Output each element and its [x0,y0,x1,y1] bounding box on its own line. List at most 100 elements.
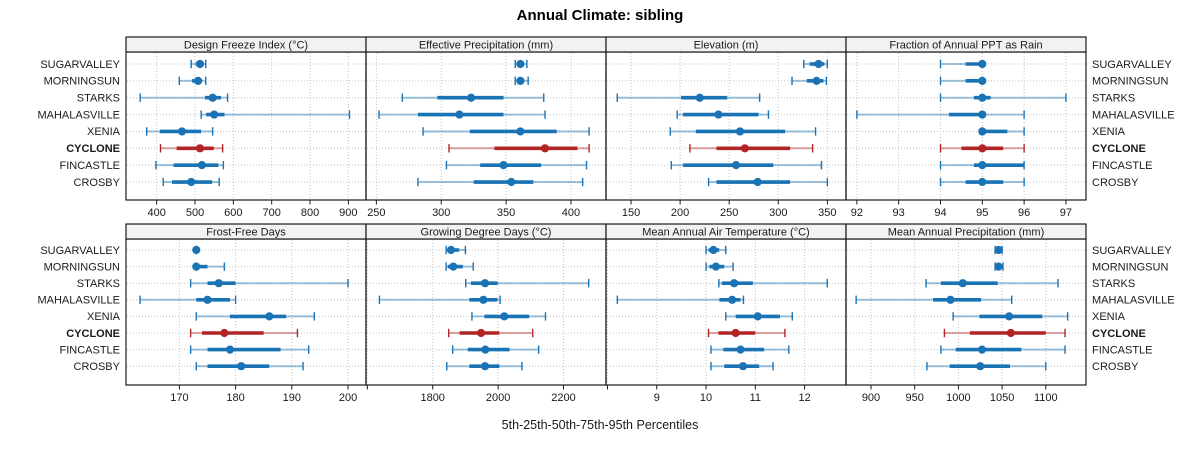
series-morningsun [791,76,828,86]
median-dot [516,76,525,85]
axis-tick-label: 9 [654,392,660,404]
median-dot [210,110,219,119]
median-dot [978,127,987,136]
median-dot [480,362,490,371]
series-mahalasville [616,295,745,304]
median-dot [735,127,745,136]
axis-tick-label: 250 [367,207,385,219]
row-label-left-crosby: CROSBY [74,177,121,189]
row-label-right-starks: STARKS [1092,93,1135,105]
row-label-right-crosby: CROSBY [1092,361,1139,373]
series-cyclone [189,328,299,338]
panel-title: Fraction of Annual PPT as Rain [889,40,1042,52]
median-dot [994,262,1003,271]
median-dot [507,177,516,187]
panel-effective-precipitation-mm: 250 300 350 400 Effective Precipitation (mm) [365,36,607,219]
median-dot [730,279,739,288]
median-dot [978,161,987,170]
axis-tick-label: 1000 [946,392,970,404]
median-dot [740,144,749,153]
median-dot [193,76,203,85]
axis-tick-label: 900 [339,207,357,219]
panel-title: Design Freeze Index (°C) [184,40,308,52]
series-cyclone [689,144,814,153]
series-morningsun [192,262,226,271]
axis-tick-label: 190 [283,392,301,404]
median-dot [978,177,987,187]
row-label-left-xenia: XENIA [87,311,121,323]
series-starks [401,93,545,102]
median-dot [237,362,246,371]
panel-mean-annual-precipitation-mm: 900 950 1000 1050 1100 Mean Annual Precipitat… [845,223,1087,404]
panel-border [125,51,367,201]
axis-tick-label: 96 [1018,207,1030,219]
series-morningsun [514,76,529,86]
panel-title: Growing Degree Days (°C) [421,227,552,239]
row-label-right-fincastle: FINCASTLE [1092,160,1153,172]
median-dot [516,127,525,136]
series-cyclone [159,144,224,153]
chart-caption: 5th-25th-50th-75th-95th Percentiles [502,418,699,432]
axis-tick-label: 2200 [551,392,575,404]
median-dot [728,295,737,304]
row-label-right-mahalasville: MAHALASVILLE [1092,109,1175,121]
axis-tick-label: 500 [186,207,204,219]
axis-tick-label: 150 [622,207,640,219]
median-dot [976,362,985,371]
series-xenia [471,312,547,321]
panel-frost-free-days: 170 180 190 200 Frost-Free Days [125,223,367,404]
series-morningsun [705,262,734,271]
row-label-left-starks: STARKS [77,93,120,105]
row-label-left-cyclone: CYCLONE [66,328,120,340]
median-dot [203,295,212,304]
median-dot [225,345,235,354]
panel-border [365,51,607,201]
median-dot [516,59,525,69]
median-dot [711,262,720,271]
series-starks [465,279,590,288]
series-fincastle [189,345,310,354]
series-crosby [162,177,220,187]
row-label-left-fincastle: FINCASTLE [59,160,120,172]
median-dot [978,110,987,119]
median-dot [731,328,740,338]
median-dot [738,362,748,371]
axis-tick-label: 10 [700,392,712,404]
median-dot [958,279,967,288]
panel-growing-degree-days-c: 1800 2000 2200 Growing Degree Days (°C) [365,223,607,404]
axis-tick-label: 2000 [486,392,510,404]
row-label-right-xenia: XENIA [1092,311,1126,323]
median-dot [977,345,987,354]
panel-elevation-m: 150 200 250 300 350 Elevation (m) [605,36,847,219]
median-dot [994,245,1003,255]
axis-tick-label: 900 [862,392,880,404]
row-label-right-fincastle: FINCASTLE [1092,344,1153,356]
median-dot [709,245,718,255]
panel-title: Mean Annual Air Temperature (°C) [642,227,809,239]
row-label-left-morningsun: MORNINGSUN [44,76,120,88]
median-dot [177,127,187,136]
row-label-right-morningsun: MORNINGSUN [1092,261,1168,273]
series-crosby [926,362,1047,371]
series-cyclone [939,144,1025,153]
row-label-right-starks: STARKS [1092,278,1135,290]
series-fincastle [451,345,540,354]
median-dot [214,279,223,288]
median-dot [265,312,274,321]
median-dot [540,144,550,153]
series-sugarvalley [514,59,528,69]
median-dot [480,279,490,288]
series-mahalasville [139,295,237,304]
row-label-right-mahalasville: MAHALASVILLE [1092,295,1175,307]
row-label-right-morningsun: MORNINGSUN [1092,76,1168,88]
series-starks [139,93,229,102]
median-dot [978,93,987,102]
series-xenia [669,127,817,136]
panel-fraction-of-annual-ppt-as-rain: 92 93 94 95 96 97 Fraction of Annual PPT as Ra… [845,36,1087,219]
series-starks [718,279,828,288]
series-cyclone [448,328,534,338]
series-sugarvalley [192,245,201,255]
median-dot [499,161,508,170]
row-label-left-mahalasville: MAHALASVILLE [37,295,120,307]
row-label-right-sugarvalley: SUGARVALLEY [1092,245,1172,257]
